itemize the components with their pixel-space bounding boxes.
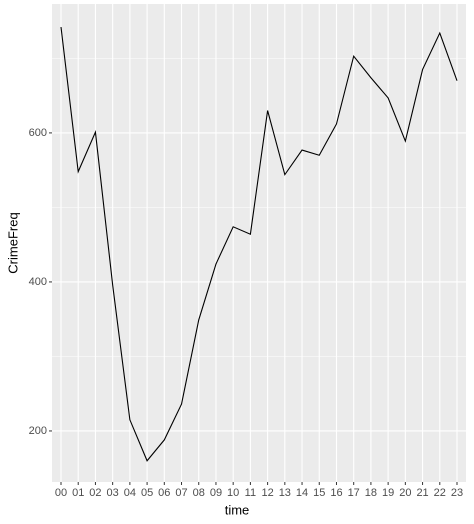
panel xyxy=(52,4,466,482)
x-tick-label: 10 xyxy=(227,487,239,499)
x-tick-label: 18 xyxy=(365,487,377,499)
x-tick-label: 21 xyxy=(416,487,428,499)
x-tick-label: 13 xyxy=(279,487,291,499)
x-tick-label: 19 xyxy=(382,487,394,499)
x-axis-title: time xyxy=(225,502,250,517)
x-tick-label: 05 xyxy=(141,487,153,499)
x-tick-label: 12 xyxy=(261,487,273,499)
x-tick-label: 17 xyxy=(348,487,360,499)
x-tick-label: 16 xyxy=(330,487,342,499)
x-tick-label: 03 xyxy=(107,487,119,499)
x-tick-label: 11 xyxy=(245,487,256,499)
y-tick-label: 200 xyxy=(29,425,47,437)
x-tick-label: 14 xyxy=(296,487,308,499)
y-axis-title: CrimeFreq xyxy=(5,212,20,273)
x-tick-label: 00 xyxy=(55,487,67,499)
y-tick-label: 400 xyxy=(29,276,47,288)
x-tick-label: 06 xyxy=(158,487,170,499)
x-tick-label: 04 xyxy=(124,487,136,499)
x-tick-label: 07 xyxy=(175,487,187,499)
line xyxy=(60,27,458,462)
x-tick-label: 20 xyxy=(399,487,411,499)
x-tick-label: 09 xyxy=(210,487,222,499)
y-tick-label: 600 xyxy=(29,127,47,139)
x-tick-label: 15 xyxy=(313,487,325,499)
x-tick-label: 23 xyxy=(451,487,463,499)
x-tick-label: 01 xyxy=(72,487,84,499)
x-tick-label: 08 xyxy=(193,487,205,499)
x-tick-label: 02 xyxy=(89,487,101,499)
x-tick-label: 22 xyxy=(434,487,446,499)
